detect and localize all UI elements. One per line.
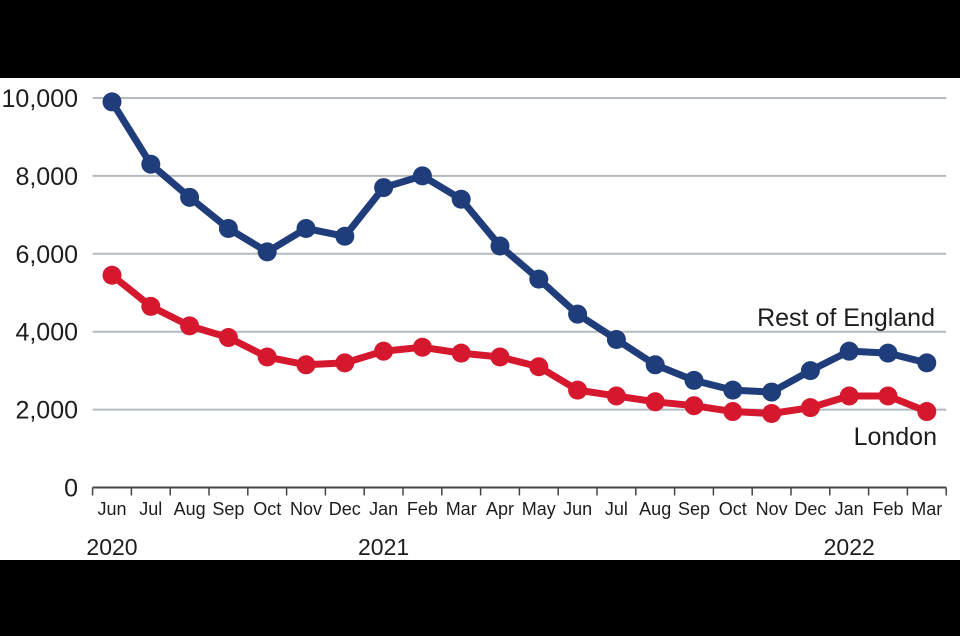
data-point-london xyxy=(335,353,355,373)
data-point-rest-of-england xyxy=(412,166,432,186)
y-axis-label: 2,000 xyxy=(15,397,78,425)
data-point-rest-of-england xyxy=(218,218,238,238)
x-axis-month-label: Feb xyxy=(407,499,438,519)
data-point-london xyxy=(102,265,122,285)
data-point-london xyxy=(878,386,898,406)
x-axis-month-label: Aug xyxy=(639,499,671,519)
data-point-rest-of-england xyxy=(917,353,937,373)
series-line-rest-of-england xyxy=(108,98,931,396)
x-axis-month-label: Nov xyxy=(290,499,322,519)
data-point-london xyxy=(412,337,432,357)
x-axis-month-label: Dec xyxy=(794,499,826,519)
x-axis-month-label: Jun xyxy=(97,499,126,519)
data-point-rest-of-england xyxy=(141,154,161,174)
data-point-london xyxy=(257,347,277,367)
x-axis-month-label: Mar xyxy=(911,499,942,519)
data-point-london xyxy=(568,380,588,400)
data-point-london xyxy=(606,386,626,406)
data-point-london xyxy=(684,396,704,416)
x-axis-month-label: Sep xyxy=(212,499,244,519)
data-point-london xyxy=(218,328,238,348)
data-point-rest-of-england xyxy=(568,304,588,324)
data-point-london xyxy=(374,341,394,361)
data-point-rest-of-england xyxy=(684,370,704,390)
x-axis-year-label: 2020 xyxy=(86,534,137,560)
x-axis-month-label: Jun xyxy=(563,499,592,519)
x-axis-year-label: 2022 xyxy=(824,534,875,560)
x-axis-month-label: Mar xyxy=(446,499,477,519)
data-point-rest-of-england xyxy=(490,236,510,256)
data-point-rest-of-england xyxy=(762,382,782,402)
series-line-london xyxy=(108,271,931,417)
y-axis-label: 10,000 xyxy=(2,85,78,113)
data-point-rest-of-england xyxy=(335,226,355,246)
data-point-london xyxy=(490,347,510,367)
data-point-rest-of-england xyxy=(645,355,665,375)
data-point-london xyxy=(296,355,316,375)
x-axis-month-label: Nov xyxy=(756,499,788,519)
x-axis-month-label: Sep xyxy=(678,499,710,519)
x-axis-month-label: Feb xyxy=(872,499,903,519)
data-point-rest-of-england xyxy=(257,242,277,262)
data-point-london xyxy=(839,386,859,406)
chart-panel-bg xyxy=(0,78,960,560)
series-label-london: London xyxy=(853,423,937,451)
data-point-rest-of-england xyxy=(451,189,471,209)
data-point-rest-of-england xyxy=(296,218,316,238)
data-point-rest-of-england xyxy=(374,178,394,198)
x-axis-month-label: Jul xyxy=(139,499,162,519)
y-axis-label: 8,000 xyxy=(15,163,78,191)
x-axis-month-label: Oct xyxy=(253,499,281,519)
data-point-london xyxy=(141,296,161,316)
data-point-rest-of-england xyxy=(723,380,743,400)
data-point-london xyxy=(529,357,549,377)
data-point-rest-of-england xyxy=(878,343,898,363)
x-axis-month-label: Jan xyxy=(369,499,398,519)
data-point-london xyxy=(180,316,200,336)
bottom-edge-strip xyxy=(0,636,960,640)
x-axis-month-label: Aug xyxy=(174,499,206,519)
data-point-london xyxy=(917,402,937,422)
x-axis-month-label: Jan xyxy=(835,499,864,519)
y-axis-label: 4,000 xyxy=(15,319,78,347)
x-axis-year-label: 2021 xyxy=(358,534,409,560)
y-axis-label: 0 xyxy=(64,475,78,503)
data-point-london xyxy=(723,402,743,422)
x-axis-month-label: Apr xyxy=(486,499,514,519)
x-axis-month-label: Jul xyxy=(605,499,628,519)
x-axis-month-label: Oct xyxy=(719,499,747,519)
data-point-rest-of-england xyxy=(180,187,200,207)
x-axis-month-label: Dec xyxy=(329,499,361,519)
data-point-london xyxy=(645,392,665,412)
data-point-london xyxy=(800,398,820,418)
data-point-rest-of-england xyxy=(839,341,859,361)
data-point-rest-of-england xyxy=(800,361,820,381)
series-label-rest-of-england: Rest of England xyxy=(757,304,935,332)
data-point-rest-of-england xyxy=(606,329,626,349)
data-point-rest-of-england xyxy=(102,92,122,112)
data-point-rest-of-england xyxy=(529,269,549,289)
x-axis-month-label: May xyxy=(522,499,556,519)
data-point-london xyxy=(451,343,471,363)
y-axis-label: 6,000 xyxy=(15,241,78,269)
data-point-london xyxy=(762,403,782,423)
